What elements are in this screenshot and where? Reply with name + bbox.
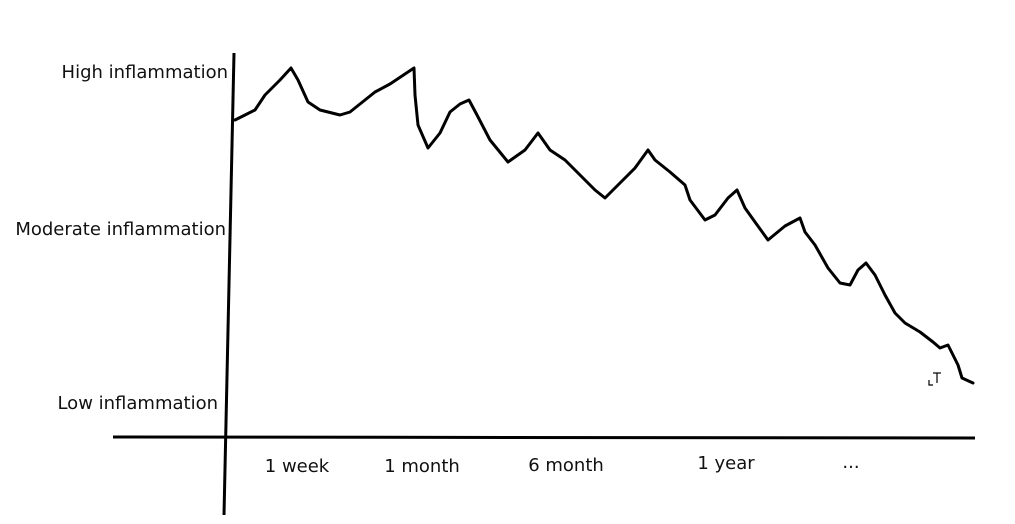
y-axis <box>222 52 236 516</box>
inflammation-curve <box>233 66 975 385</box>
y-label: Moderate inflammation <box>15 219 226 240</box>
y-label: Low inflammation <box>57 393 218 414</box>
x-label: ... <box>842 452 859 473</box>
y-label: High inflammation <box>62 62 228 83</box>
x-label: 1 week <box>265 456 330 477</box>
x-label: 6 month <box>528 455 604 476</box>
x-label: 1 year <box>697 453 755 474</box>
x-axis <box>112 435 976 440</box>
x-label: 1 month <box>384 456 460 477</box>
text-cursor-icon <box>928 372 941 386</box>
